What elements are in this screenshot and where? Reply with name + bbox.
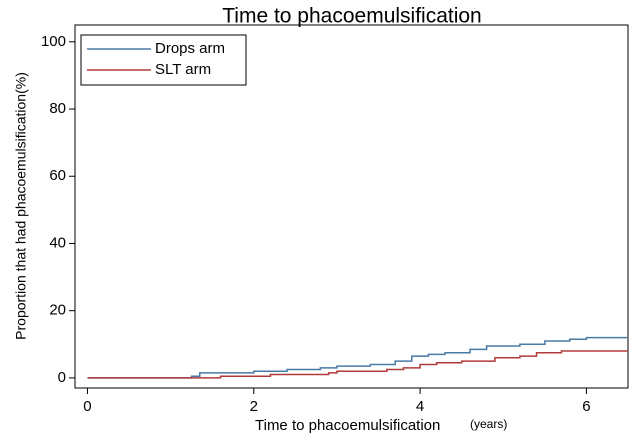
legend-label: SLT arm <box>155 61 211 78</box>
y-tick-label: 0 <box>58 369 66 386</box>
x-tick-label: 2 <box>250 398 258 415</box>
y-tick-label: 80 <box>49 100 66 117</box>
x-tick-label: 4 <box>416 398 424 415</box>
x-axis-unit: (years) <box>470 417 507 431</box>
step-line <box>87 350 628 379</box>
legend-box <box>80 34 247 86</box>
y-tick-label: 100 <box>41 33 66 50</box>
plot-frame <box>74 24 629 389</box>
y-tick-label: 60 <box>49 167 66 184</box>
y-tick-label: 40 <box>49 234 66 251</box>
x-tick-label: 6 <box>582 398 590 415</box>
legend-label: Drops arm <box>155 40 225 57</box>
y-axis-label: Proportion that had phacoemulsification(… <box>13 72 29 340</box>
x-tick-label: 0 <box>83 398 91 415</box>
y-tick-label: 20 <box>49 302 66 319</box>
chart-title: Time to phacoemulsification <box>222 5 482 28</box>
x-axis-label: Time to phacoemulsification <box>255 417 440 434</box>
step-line <box>87 336 628 379</box>
